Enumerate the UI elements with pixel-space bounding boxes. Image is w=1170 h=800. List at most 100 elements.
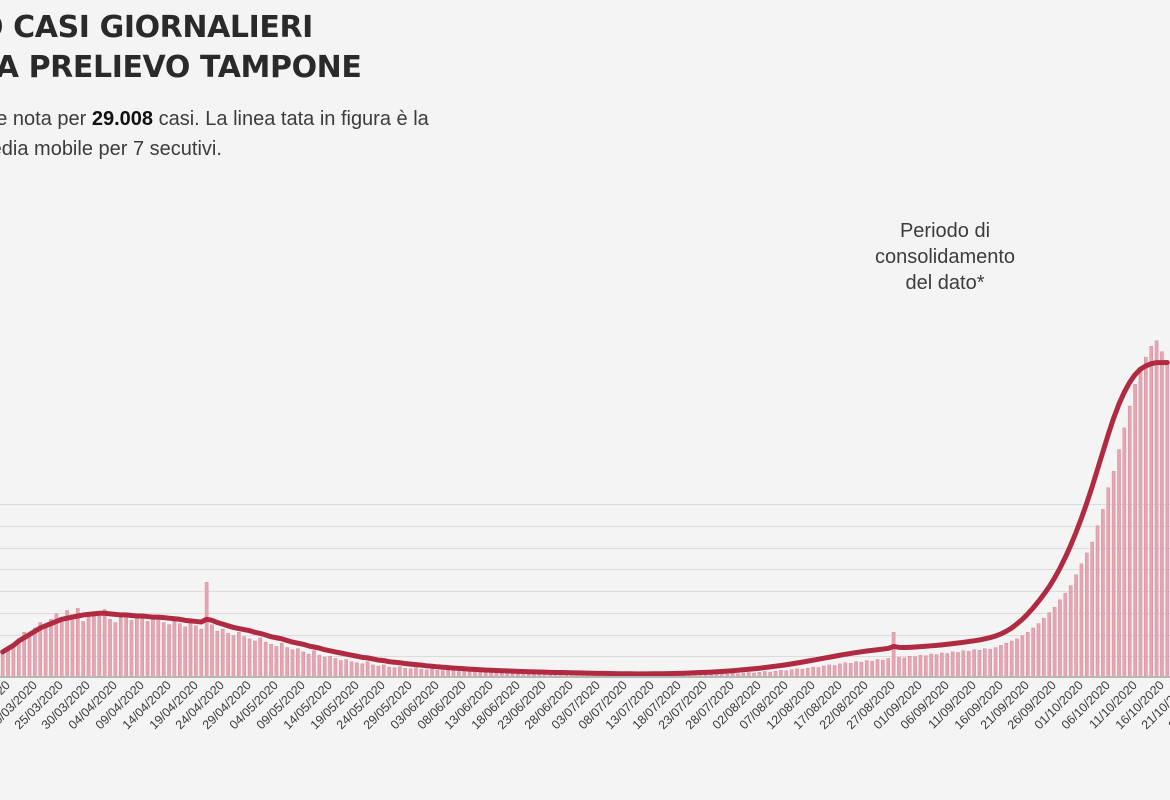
chart-bar — [188, 621, 193, 678]
chart-bar — [65, 610, 69, 678]
chart-bar — [344, 659, 348, 678]
chart-bar — [961, 650, 966, 678]
chart-bar — [242, 636, 246, 678]
chart-bar — [226, 633, 230, 678]
chart-bar — [22, 632, 26, 678]
chart-bar — [387, 666, 391, 678]
chart-bar — [306, 653, 311, 678]
chart-bar — [972, 649, 976, 678]
chart-bar — [999, 645, 1003, 678]
chart-bar — [92, 611, 96, 678]
chart-bar — [317, 654, 322, 678]
chart-bar — [902, 657, 907, 678]
chart-bar — [81, 621, 85, 678]
chart-bar — [49, 619, 53, 678]
chart-bar — [247, 638, 252, 678]
chart-bar — [172, 620, 177, 678]
chart-bar — [135, 617, 139, 678]
chart-bar — [253, 640, 257, 678]
subtitle-prefix: one nota per — [0, 108, 87, 130]
chart-bar — [27, 635, 32, 678]
chart-bar — [145, 621, 150, 678]
chart-bar — [1111, 471, 1116, 678]
chart-bar — [177, 623, 182, 678]
chart-bar — [1149, 346, 1154, 678]
chart-bar — [194, 625, 198, 678]
chart-plot-area — [0, 330, 1170, 678]
chart-bar — [1090, 541, 1094, 678]
chart-bar — [156, 615, 161, 678]
chart-bar — [1020, 635, 1025, 678]
chart-bar — [913, 656, 917, 678]
chart-bar — [945, 653, 950, 678]
chart-bar — [322, 657, 327, 678]
chart-bar — [161, 622, 166, 678]
chart-bar — [349, 661, 354, 678]
chart-bar — [1036, 623, 1041, 678]
subtitle-suffix: casi. La linea tata in figura è la media… — [0, 108, 429, 160]
chart-bar — [854, 661, 858, 678]
chart-bar — [54, 613, 59, 678]
chart-bar — [757, 672, 762, 678]
chart-bar — [848, 663, 853, 678]
chart-bar — [312, 650, 316, 678]
chart-bar — [1117, 449, 1121, 678]
chart-bar — [1144, 356, 1148, 678]
consolidation-period-annotation: Periodo di consolidamento del dato* — [874, 220, 1016, 294]
chart-bar — [1031, 627, 1035, 678]
chart-bar — [918, 654, 923, 678]
chart-bar — [773, 671, 778, 678]
chart-bar — [167, 624, 171, 678]
chart-bar — [950, 651, 955, 678]
chart-bar — [1063, 592, 1068, 678]
chart-bar — [392, 667, 397, 678]
chart-bar — [1122, 427, 1127, 678]
chart-bar — [237, 632, 241, 678]
chart-bar — [1101, 509, 1105, 678]
chart-bar — [779, 670, 783, 678]
chart-bar — [151, 619, 155, 678]
chart-bar — [784, 670, 789, 678]
chart-bar — [956, 652, 960, 678]
chart-bar — [1042, 617, 1046, 678]
chart-bar — [204, 582, 209, 678]
chart-bar — [1052, 607, 1057, 678]
chart-bar — [86, 616, 91, 678]
chart-header: O CASI GIORNALIERI TA PRELIEVO TAMPONE o… — [0, 0, 470, 164]
chart-bar — [140, 614, 145, 678]
chart-bar — [408, 668, 413, 678]
chart-bar — [983, 648, 987, 678]
chart-bar — [118, 616, 123, 678]
chart-bar — [966, 651, 971, 678]
chart-bar — [940, 652, 944, 678]
chart-bar — [870, 660, 874, 678]
chart-bar — [864, 660, 869, 678]
chart-bar — [70, 614, 75, 678]
chart-bar — [768, 671, 772, 678]
chart-bar — [220, 628, 225, 678]
chart-bar — [0, 653, 5, 678]
chart-bar — [269, 644, 273, 678]
chart-bar — [811, 666, 815, 678]
chart-bar — [231, 635, 236, 678]
chart-bar — [290, 649, 295, 678]
chart-bar — [762, 671, 767, 678]
chart-bar — [199, 628, 204, 678]
chart-bar — [934, 654, 939, 678]
chart-bar — [1165, 362, 1170, 678]
chart-bar — [859, 661, 864, 678]
chart-bar — [752, 672, 756, 678]
chart-bar — [263, 641, 268, 678]
chart-bar — [97, 615, 102, 678]
chart-bar — [258, 637, 263, 678]
chart-bar — [907, 656, 912, 678]
chart-bar — [371, 664, 375, 678]
chart-bar — [328, 656, 332, 678]
chart-bar — [76, 608, 80, 678]
chart-bar — [1160, 351, 1164, 678]
chart-bar — [339, 660, 343, 678]
chart-bar — [124, 613, 128, 678]
x-axis-tick-labels: 15/03/2020 20/03/2020 25/03/2020 30/03/2020… — [0, 678, 1170, 788]
chart-bar — [274, 646, 279, 678]
chart-bar — [924, 655, 928, 678]
